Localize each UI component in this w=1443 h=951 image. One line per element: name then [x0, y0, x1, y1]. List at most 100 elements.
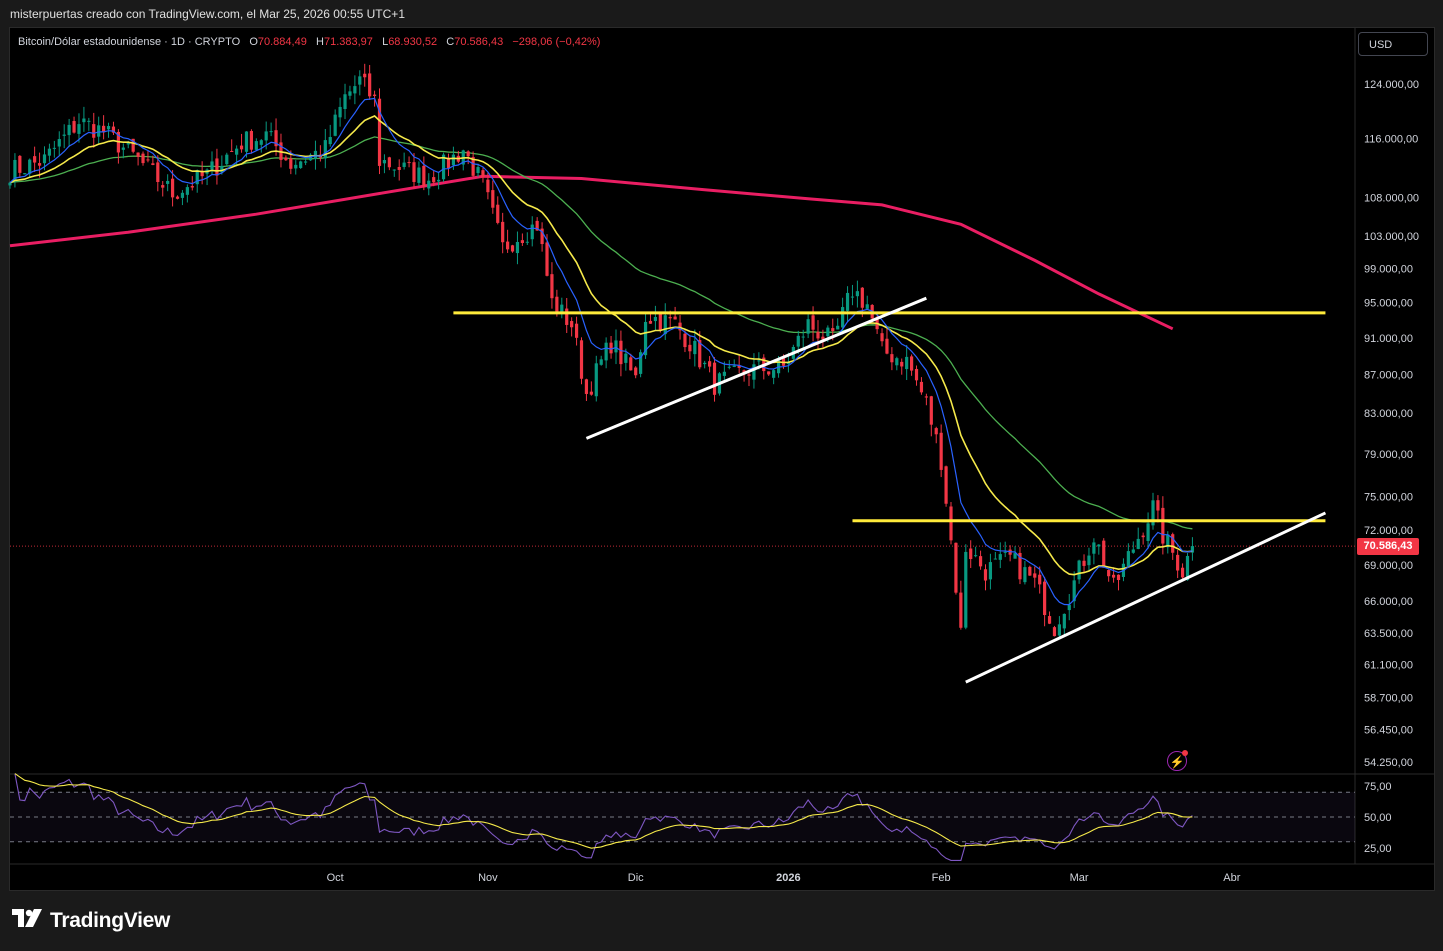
candle-body — [826, 327, 830, 337]
candle-body — [33, 156, 37, 163]
ema-mid-line — [9, 115, 1193, 576]
candle-body — [712, 362, 717, 395]
candle-body — [481, 170, 485, 178]
candle-body — [486, 179, 490, 193]
candle-body — [673, 316, 677, 320]
candle-body — [1023, 567, 1027, 583]
candle-body — [1131, 549, 1135, 553]
candle-body — [643, 321, 648, 356]
y-tick-label: 56.450,00 — [1364, 724, 1413, 736]
candle-body — [954, 542, 958, 593]
candle-body — [466, 151, 470, 157]
candle-body — [1126, 551, 1130, 567]
candle-body — [515, 241, 520, 254]
candle-body — [1136, 538, 1140, 549]
candle-body — [614, 340, 618, 353]
y-tick-label: 95.000,00 — [1364, 297, 1413, 309]
candle-body — [62, 134, 66, 136]
y-tick-label: 83.000,00 — [1364, 408, 1413, 420]
candle-body — [446, 157, 451, 169]
candle-body — [969, 548, 973, 560]
candle-body — [210, 161, 214, 170]
candle-body — [368, 73, 372, 97]
candle-body — [42, 154, 47, 164]
candle-body — [175, 196, 180, 199]
candle-body — [1067, 604, 1071, 611]
candle-body — [732, 365, 736, 367]
candle-body — [382, 160, 387, 164]
candle-body — [141, 153, 145, 164]
candle-body — [801, 336, 805, 338]
candle-body — [121, 147, 125, 150]
candle-body — [540, 228, 544, 245]
low-label: L — [382, 36, 389, 48]
candle-body — [106, 126, 111, 130]
candle-body — [767, 371, 771, 375]
candle-body — [1057, 624, 1061, 636]
candle-body — [1038, 574, 1042, 585]
candle-body — [1171, 534, 1175, 553]
open-value: 70.884,49 — [257, 36, 307, 48]
flash-icon[interactable]: ⚡ — [1167, 750, 1188, 771]
y-tick-label: 58.700,00 — [1364, 692, 1413, 704]
high-label: H — [316, 36, 324, 48]
rsi-tick-label: 50,00 — [1364, 812, 1392, 824]
candle-body — [850, 296, 855, 298]
y-tick-label: 87.000,00 — [1364, 370, 1413, 382]
candle-body — [678, 322, 682, 331]
candle-body — [476, 167, 480, 174]
candle-body — [402, 162, 406, 167]
close-value: 70.586,43 — [454, 36, 504, 48]
symbol-name[interactable]: Bitcoin/Dólar estadounidense · 1D · CRYP… — [18, 36, 241, 48]
candle-body — [161, 185, 165, 188]
candle-body — [8, 182, 12, 186]
candle-body — [752, 364, 756, 380]
candle-body — [634, 367, 638, 376]
y-tick-label: 54.250,00 — [1364, 757, 1413, 769]
candle-body — [353, 86, 357, 94]
y-tick-label: 124.000,00 — [1364, 79, 1419, 91]
candle-body — [983, 569, 988, 581]
candle-body — [949, 506, 953, 541]
candle-body — [392, 169, 396, 171]
candle-body — [1033, 573, 1037, 578]
candle-body — [1077, 560, 1081, 580]
candle-body — [648, 320, 653, 324]
candle-body — [914, 368, 919, 381]
y-tick-label: 116.000,00 — [1364, 134, 1418, 146]
candle-body — [821, 336, 825, 340]
candle-body — [880, 333, 884, 342]
candle-body — [693, 340, 697, 355]
candle-body — [845, 292, 850, 311]
candle-body — [1047, 616, 1052, 624]
tradingview-logo[interactable]: TradingView — [12, 909, 170, 933]
candle-body — [796, 335, 800, 347]
candle-body — [496, 204, 500, 223]
candle-body — [412, 162, 416, 182]
y-tick-label: 91.000,00 — [1364, 333, 1413, 345]
candle-body — [584, 379, 589, 394]
candle-body — [841, 307, 845, 328]
candle-body — [727, 366, 731, 368]
currency-button[interactable]: USD — [1358, 32, 1428, 56]
chart-frame[interactable] — [9, 27, 1435, 891]
candle-body — [811, 315, 815, 330]
candle-body — [151, 163, 155, 165]
candle-body — [397, 166, 401, 170]
candle-body — [437, 179, 441, 182]
candle-body — [215, 158, 219, 176]
candle-body — [1146, 523, 1150, 541]
candle-body — [722, 371, 726, 376]
candle-body — [323, 140, 327, 159]
candle-body — [377, 98, 382, 166]
candle-body — [220, 165, 224, 173]
ema-slow-line — [9, 136, 1193, 530]
candle-body — [1043, 581, 1047, 616]
candle-body — [747, 374, 751, 376]
candle-body — [530, 224, 534, 240]
candle-body — [707, 361, 712, 367]
candle-body — [1180, 567, 1185, 578]
x-tick-label: 2026 — [776, 872, 800, 884]
candle-body — [180, 192, 185, 198]
